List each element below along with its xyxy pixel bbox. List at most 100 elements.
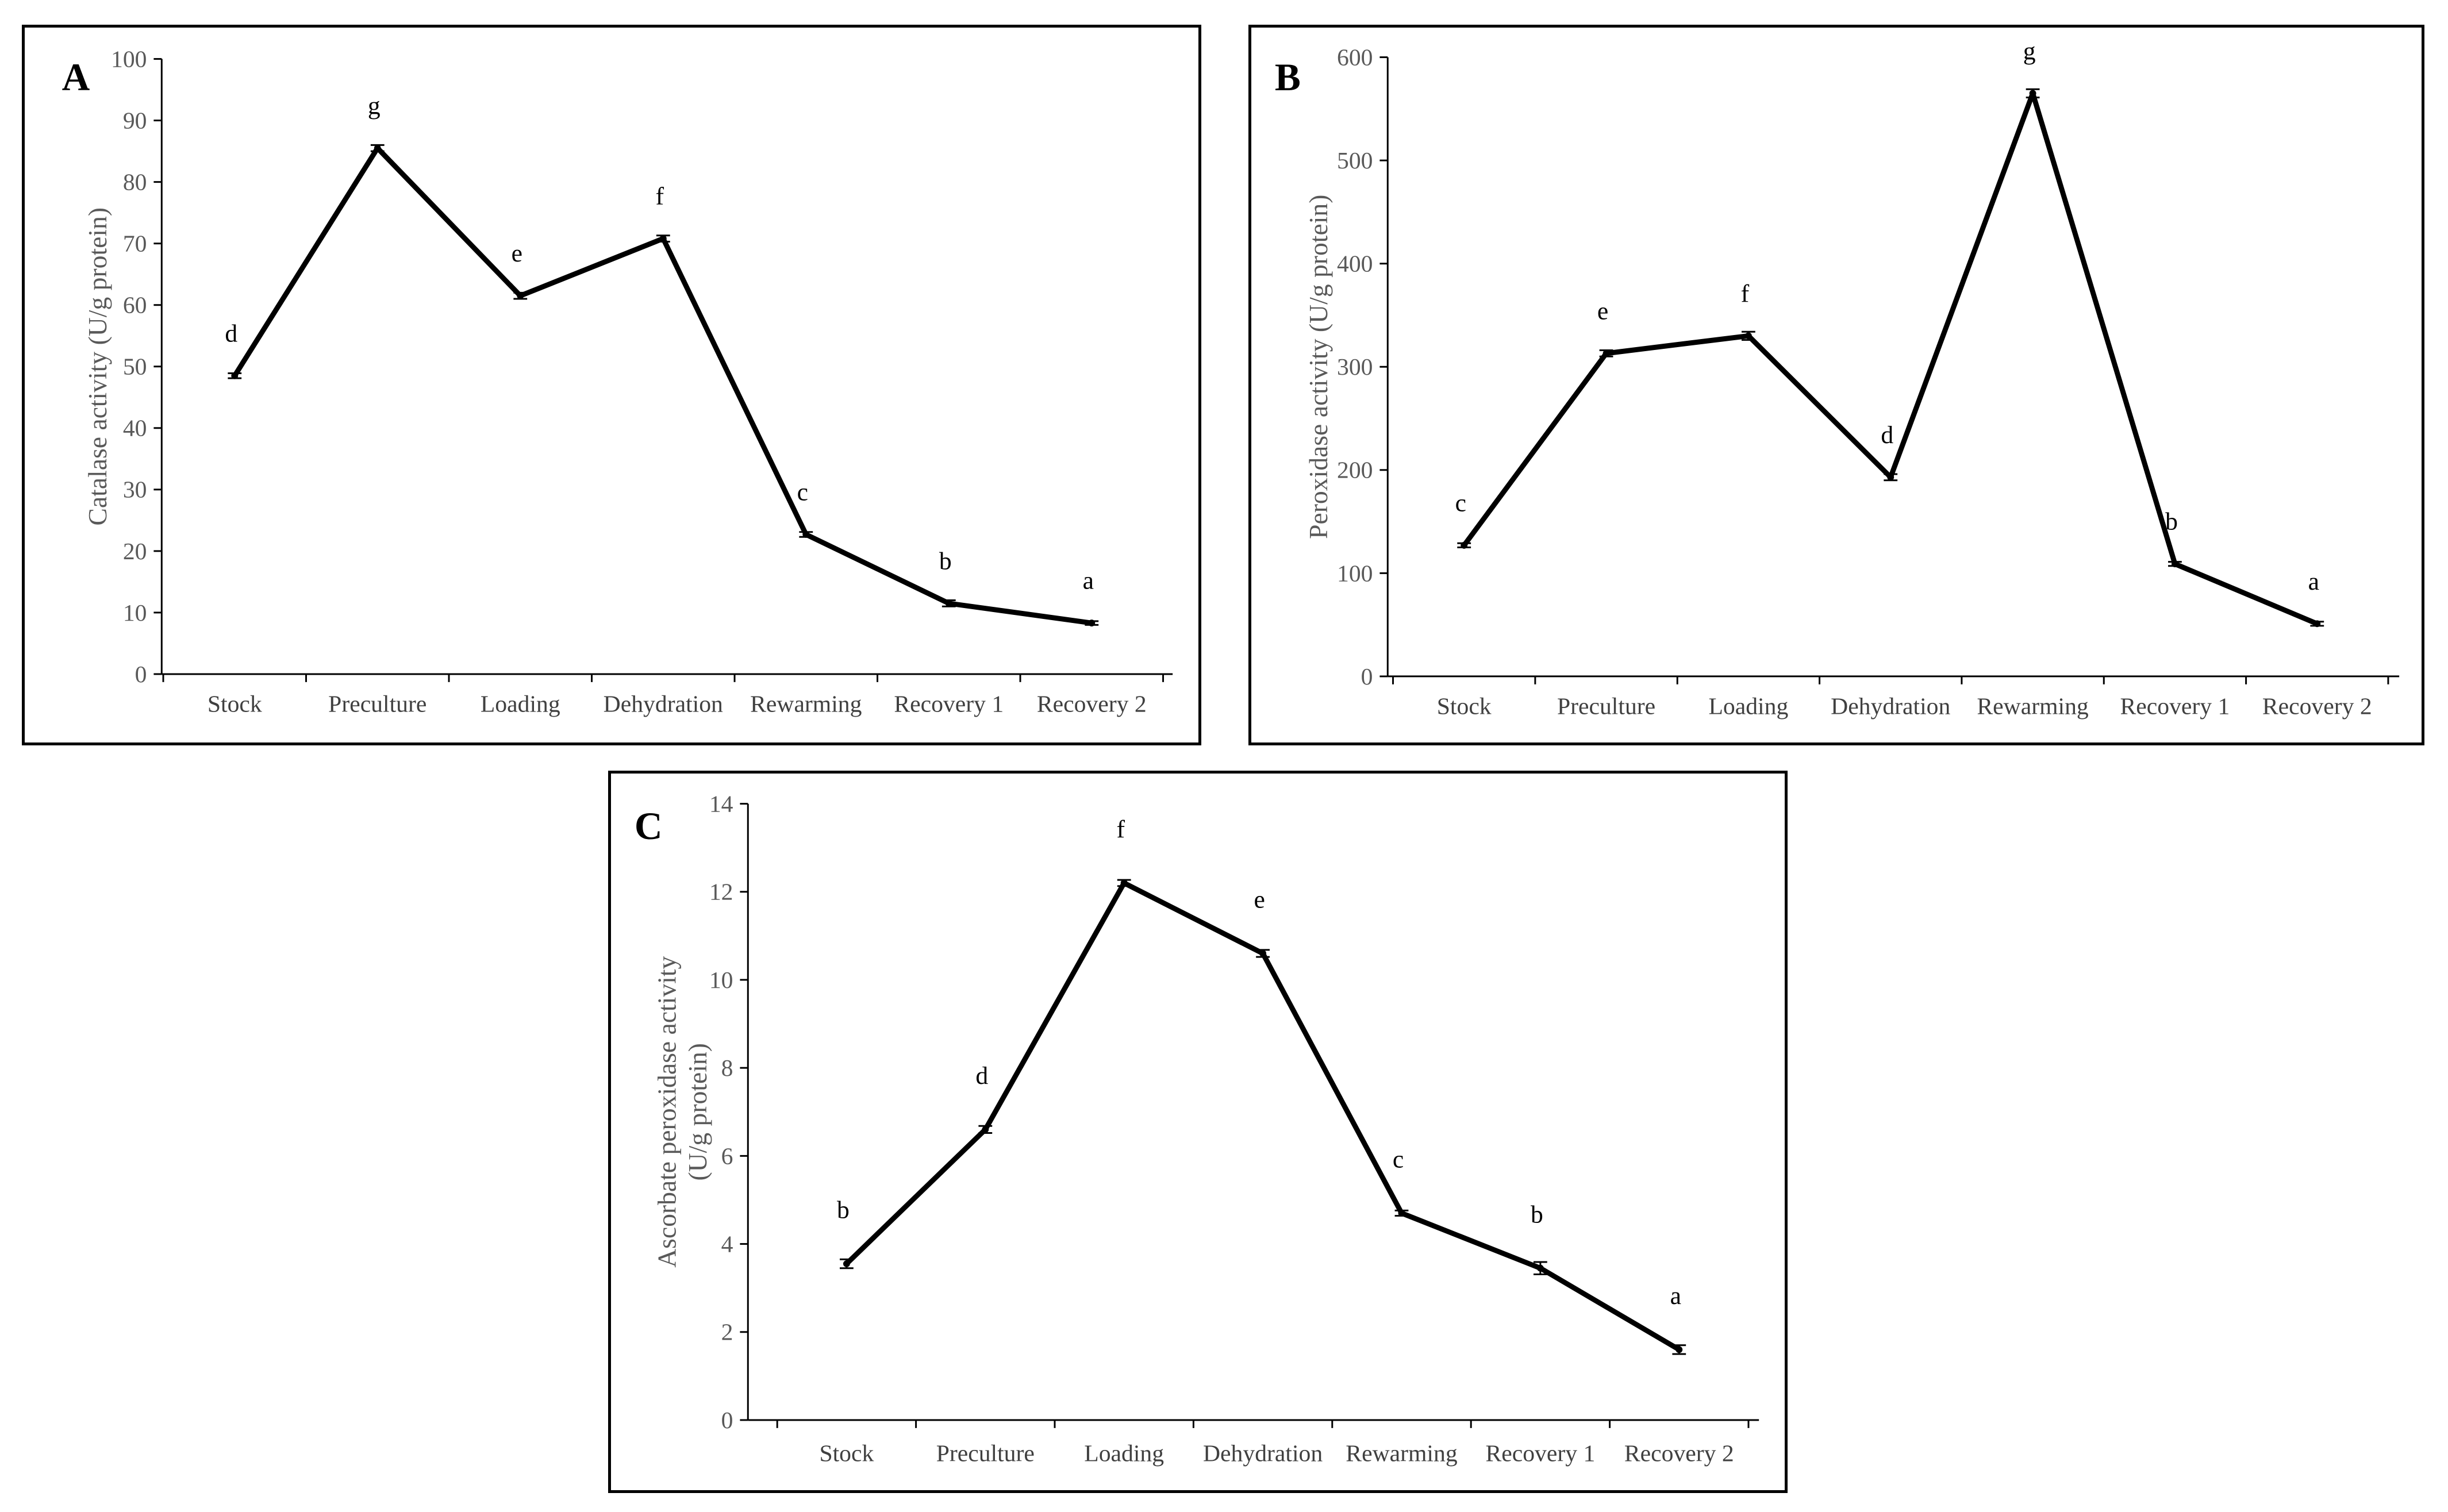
y-tick-label-c: 8 <box>721 1055 733 1082</box>
significance-letter-c: b <box>1531 1201 1543 1228</box>
y-axis-title-line: Ascorbate peroxidase activity <box>652 956 681 1267</box>
chart-panel-c: C 0 2 4 6 8 10 12 14 Stock Preculture Loading Dehyd… <box>608 771 1788 1493</box>
x-tick-label-b: Preculture <box>1557 693 1655 720</box>
significance-letter-a: e <box>512 240 522 267</box>
chart-b: B 0 100 200 300 400 500 600 Stock Preculture Load… <box>1275 37 2400 720</box>
chart-panel-a: A 0 10 20 30 40 50 60 70 80 90 100 Stock Preculture L… <box>22 25 1201 745</box>
x-tick-label-b: Stock <box>1437 693 1492 720</box>
significance-letter-a: f <box>656 183 664 210</box>
series-line-b <box>1462 90 2319 626</box>
y-tick-label-b: 100 <box>1337 560 1373 587</box>
x-tick-label-c: Preculture <box>936 1440 1035 1467</box>
data-point-b <box>1887 474 1894 481</box>
x-tick-label-c: Recovery 2 <box>1624 1440 1734 1467</box>
significance-letter-a: d <box>225 320 237 347</box>
y-tick-label-c: 6 <box>721 1143 733 1169</box>
significance-letter-b: c <box>1455 489 1466 517</box>
data-point-c <box>1120 879 1128 887</box>
data-point-b <box>2029 90 2036 97</box>
y-tick-label-a: 80 <box>123 170 147 196</box>
y-tick-label-b: 400 <box>1337 251 1373 278</box>
x-tick-label-a: Recovery 2 <box>1037 691 1147 717</box>
data-point-c <box>843 1260 850 1268</box>
x-tick-label-c: Loading <box>1084 1440 1164 1467</box>
y-tick-label-b: 300 <box>1337 354 1373 380</box>
significance-letter-b: a <box>2308 568 2319 595</box>
significance-letter-b: g <box>2023 37 2036 65</box>
y-tick-label-b: 500 <box>1337 148 1373 174</box>
significance-letter-b: e <box>1597 297 1608 325</box>
significance-letter-c: a <box>1670 1282 1681 1310</box>
chart-c: C 0 2 4 6 8 10 12 14 Stock Preculture Loading Dehyd… <box>635 791 1759 1467</box>
y-tick-label-a: 90 <box>123 107 147 134</box>
data-point-b <box>2171 560 2178 568</box>
data-point-b <box>1744 332 1752 340</box>
significance-letter-c: f <box>1116 815 1125 843</box>
y-axis-title-line: (U/g protein) <box>683 1043 712 1180</box>
x-tick-label-a: Preculture <box>328 691 426 717</box>
x-tick-label-a: Dehydration <box>604 691 723 717</box>
x-tick-label-b: Rewarming <box>1977 693 2089 720</box>
y-tick-label-c: 14 <box>709 791 733 817</box>
data-point-a <box>802 531 810 538</box>
significance-letter-a: c <box>797 478 808 506</box>
y-axis-title-b: Peroxidase activity (U/g protein) <box>1304 195 1333 539</box>
significance-letter-c: b <box>837 1196 850 1224</box>
data-point-c <box>1536 1264 1544 1272</box>
significance-letter-c: e <box>1254 886 1265 914</box>
panel-letter-a: A <box>62 56 90 99</box>
y-tick-label-a: 60 <box>123 293 147 319</box>
y-tick-label-c: 10 <box>709 967 733 994</box>
data-point-c <box>1675 1346 1683 1353</box>
x-tick-label-c: Rewarming <box>1346 1440 1458 1467</box>
x-tick-label-b: Loading <box>1708 693 1788 720</box>
y-tick-label-a: 30 <box>123 477 147 503</box>
significance-letter-b: b <box>2165 508 2178 536</box>
data-point-c <box>982 1126 989 1133</box>
y-tick-label-c: 2 <box>721 1319 733 1346</box>
data-point-a <box>374 144 381 152</box>
y-axis-title-c: Ascorbate peroxidase activity(U/g protei… <box>652 956 712 1267</box>
y-tick-label-a: 50 <box>123 354 147 380</box>
panel-letter-c: C <box>635 805 663 848</box>
data-point-b <box>1461 541 1468 549</box>
significance-letter-c: d <box>975 1062 988 1090</box>
y-tick-label-c: 12 <box>709 879 733 906</box>
chart-a: A 0 10 20 30 40 50 60 70 80 90 100 Stock Preculture L… <box>62 46 1173 717</box>
y-tick-label-a: 70 <box>123 231 147 257</box>
significance-letter-b: f <box>1741 280 1750 307</box>
y-tick-label-b: 200 <box>1337 457 1373 484</box>
y-tick-label-a: 0 <box>135 661 147 688</box>
y-tick-label-a: 20 <box>123 538 147 565</box>
significance-letter-c: c <box>1393 1146 1404 1174</box>
data-point-a <box>945 599 952 607</box>
y-tick-label-c: 4 <box>721 1231 733 1257</box>
x-tick-label-c: Stock <box>819 1440 874 1467</box>
data-point-b <box>2314 620 2321 628</box>
data-point-a <box>517 292 524 299</box>
x-tick-label-a: Rewarming <box>750 691 862 717</box>
y-tick-label-b: 600 <box>1337 44 1373 71</box>
x-tick-label-a: Recovery 1 <box>894 691 1004 717</box>
data-point-a <box>659 235 667 243</box>
x-tick-label-b: Recovery 2 <box>2262 693 2372 720</box>
data-point-a <box>231 372 239 379</box>
x-tick-label-b: Dehydration <box>1831 693 1950 720</box>
y-tick-label-a: 40 <box>123 415 147 442</box>
y-axis-title-a: Catalase activity (U/g protein) <box>83 207 112 526</box>
series-line-a <box>232 145 1092 626</box>
panel-letter-b: B <box>1275 56 1301 99</box>
data-point-a <box>1088 620 1096 627</box>
y-tick-label-a: 100 <box>111 46 147 72</box>
chart-panel-b: B 0 100 200 300 400 500 600 Stock Preculture Load… <box>1248 25 2424 745</box>
significance-letter-a: b <box>939 547 952 575</box>
data-point-c <box>1259 950 1267 957</box>
significance-letter-b: d <box>1881 421 1893 449</box>
x-tick-label-a: Loading <box>481 691 560 717</box>
x-tick-label-c: Recovery 1 <box>1485 1440 1595 1467</box>
data-point-c <box>1398 1210 1405 1217</box>
data-point-b <box>1602 349 1610 357</box>
y-tick-label-a: 10 <box>123 600 147 626</box>
significance-letter-a: g <box>368 92 381 120</box>
x-tick-label-c: Dehydration <box>1203 1440 1323 1467</box>
